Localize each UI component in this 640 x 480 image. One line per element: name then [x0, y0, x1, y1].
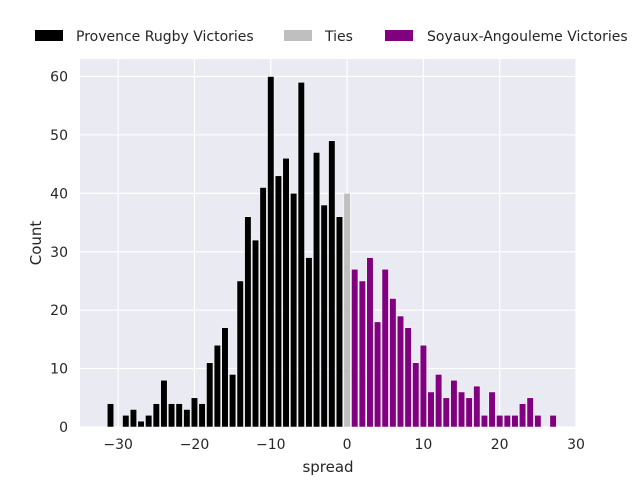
x-tick-label: −20 [180, 437, 210, 453]
bar-provence-rugby-victories [107, 403, 115, 428]
bar-provence-rugby-victories [313, 152, 321, 428]
bar-provence-rugby-victories [282, 158, 290, 428]
bar-ties [343, 193, 351, 428]
bar-soyaux-angouleme-victories [473, 385, 481, 428]
bar-provence-rugby-victories [290, 193, 298, 428]
bar-provence-rugby-victories [259, 187, 267, 428]
bar-provence-rugby-victories [183, 409, 191, 428]
grid-lines [80, 59, 577, 428]
bar-soyaux-angouleme-victories [419, 344, 427, 428]
bar-soyaux-angouleme-victories [358, 280, 366, 428]
bar-provence-rugby-victories [297, 82, 305, 428]
y-tick-label: 40 [50, 186, 68, 202]
bar-provence-rugby-victories [152, 403, 160, 428]
bar-provence-rugby-victories [320, 204, 328, 428]
bar-provence-rugby-victories [168, 403, 176, 428]
legend: Provence Rugby Victories Ties Soyaux-Ang… [35, 29, 628, 45]
x-tick-label: 20 [491, 437, 509, 453]
y-tick-label: 60 [50, 70, 68, 86]
bar-provence-rugby-victories [252, 239, 260, 428]
legend-label-ties: Ties [324, 29, 353, 45]
bar-provence-rugby-victories [145, 415, 153, 428]
bar-provence-rugby-victories [267, 76, 275, 428]
bar-soyaux-angouleme-victories [511, 415, 519, 428]
bar-provence-rugby-victories [229, 374, 237, 428]
bar-provence-rugby-victories [244, 216, 252, 428]
plot-area [80, 59, 576, 427]
bar-soyaux-angouleme-victories [488, 391, 496, 428]
bar-provence-rugby-victories [129, 409, 137, 428]
bar-soyaux-angouleme-victories [366, 257, 374, 428]
bar-provence-rugby-victories [206, 362, 214, 428]
bar-provence-rugby-victories [137, 420, 145, 428]
bar-soyaux-angouleme-victories [496, 415, 504, 428]
y-tick-label: 20 [50, 303, 68, 319]
bar-soyaux-angouleme-victories [404, 327, 412, 428]
bar-provence-rugby-victories [236, 280, 244, 428]
bar-provence-rugby-victories [160, 380, 168, 428]
bar-soyaux-angouleme-victories [534, 415, 542, 428]
bar-provence-rugby-victories [221, 327, 229, 428]
bar-soyaux-angouleme-victories [519, 403, 527, 428]
bar-soyaux-angouleme-victories [458, 391, 466, 428]
y-tick-label: 0 [59, 420, 68, 436]
bar-soyaux-angouleme-victories [549, 415, 557, 428]
bar-provence-rugby-victories [198, 403, 206, 428]
bars [107, 76, 557, 428]
bar-provence-rugby-victories [328, 140, 336, 428]
y-tick-label: 30 [50, 245, 68, 261]
bar-soyaux-angouleme-victories [374, 321, 382, 428]
bar-soyaux-angouleme-victories [412, 362, 420, 428]
bar-provence-rugby-victories [190, 397, 198, 428]
x-tick-label: −30 [103, 437, 133, 453]
bar-provence-rugby-victories [122, 415, 130, 428]
x-axis-ticks: −30 −20 −10 0 10 20 30 [103, 437, 585, 453]
x-tick-label: −10 [256, 437, 286, 453]
x-axis-label: spread [302, 458, 353, 476]
x-tick-label: 0 [343, 437, 352, 453]
bar-provence-rugby-victories [305, 257, 313, 428]
x-tick-label: 10 [414, 437, 432, 453]
bar-provence-rugby-victories [335, 216, 343, 428]
bar-soyaux-angouleme-victories [465, 397, 473, 428]
y-axis-label: Count [27, 221, 45, 266]
legend-swatch-provence [35, 30, 63, 41]
x-tick-label: 30 [567, 437, 585, 453]
bar-soyaux-angouleme-victories [435, 374, 443, 428]
bar-provence-rugby-victories [213, 344, 221, 428]
y-axis-ticks: 0 10 20 30 40 50 60 [50, 70, 68, 436]
y-tick-label: 10 [50, 362, 68, 378]
bar-soyaux-angouleme-victories [442, 397, 450, 428]
bar-provence-rugby-victories [274, 175, 282, 428]
bar-soyaux-angouleme-victories [389, 298, 397, 428]
bar-soyaux-angouleme-victories [427, 391, 435, 428]
bar-soyaux-angouleme-victories [526, 397, 534, 428]
legend-label-soyaux: Soyaux-Angouleme Victories [427, 29, 628, 45]
legend-swatch-soyaux [385, 30, 413, 41]
bar-soyaux-angouleme-victories [381, 269, 389, 428]
bar-soyaux-angouleme-victories [396, 315, 404, 428]
legend-swatch-ties [284, 30, 312, 41]
bar-soyaux-angouleme-victories [450, 380, 458, 428]
bar-soyaux-angouleme-victories [503, 415, 511, 428]
legend-label-provence: Provence Rugby Victories [76, 29, 254, 45]
bar-provence-rugby-victories [175, 403, 183, 428]
y-tick-label: 50 [50, 128, 68, 144]
bar-soyaux-angouleme-victories [480, 415, 488, 428]
bar-soyaux-angouleme-victories [351, 269, 359, 428]
